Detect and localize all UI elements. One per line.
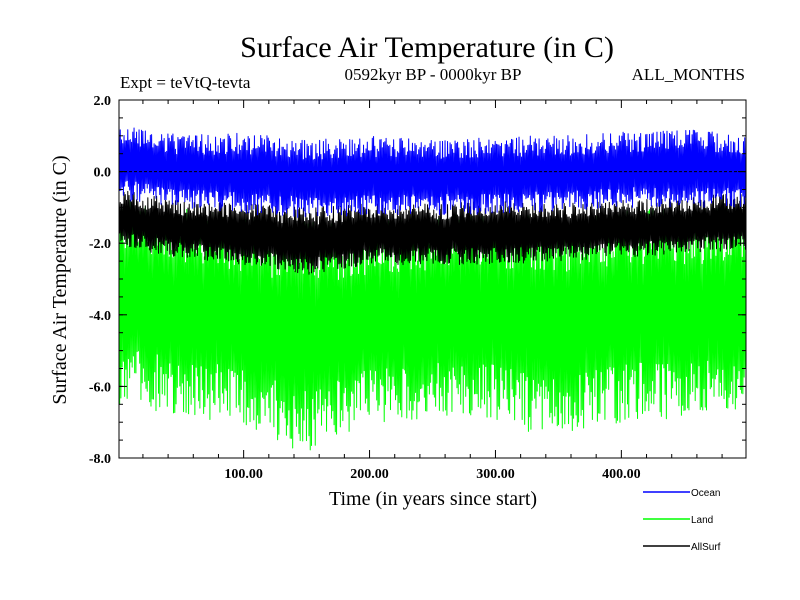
x-tick-label: 200.00 — [350, 467, 389, 482]
legend-label-allsurf: AllSurf — [691, 542, 721, 553]
y-axis-label: Surface Air Temperature (in C) — [49, 155, 71, 404]
y-tick-label: -2.0 — [89, 237, 111, 252]
x-tick-label: 400.00 — [602, 467, 641, 482]
x-tick-label: 300.00 — [476, 467, 515, 482]
y-tick-label: -4.0 — [89, 309, 111, 324]
subtitle-left: Expt = teVtQ-tevta — [120, 73, 251, 92]
legend-label-ocean: Ocean — [691, 488, 720, 499]
subtitle-right: ALL_MONTHS — [632, 65, 745, 84]
y-tick-label: 0.0 — [94, 166, 112, 181]
subtitle-center: 0592kyr BP - 0000kyr BP — [345, 65, 522, 84]
plot-area — [118, 100, 747, 458]
y-tick-label: -8.0 — [89, 452, 111, 467]
x-axis-label: Time (in years since start) — [329, 488, 537, 510]
axes: 2.0 0.0 -2.0 -4.0 -6.0 -8.0 100.00 200.00 300.00… — [89, 94, 747, 482]
legend: Ocean Land AllSurf — [643, 488, 721, 553]
x-tick-label: 100.00 — [224, 467, 263, 482]
y-tick-label: 2.0 — [94, 94, 112, 109]
legend-label-land: Land — [691, 515, 713, 526]
series-line-allsurf — [118, 190, 747, 275]
y-tick-label: -6.0 — [89, 380, 111, 395]
series-line-ocean — [118, 124, 747, 218]
chart-title: Surface Air Temperature (in C) — [240, 31, 614, 64]
